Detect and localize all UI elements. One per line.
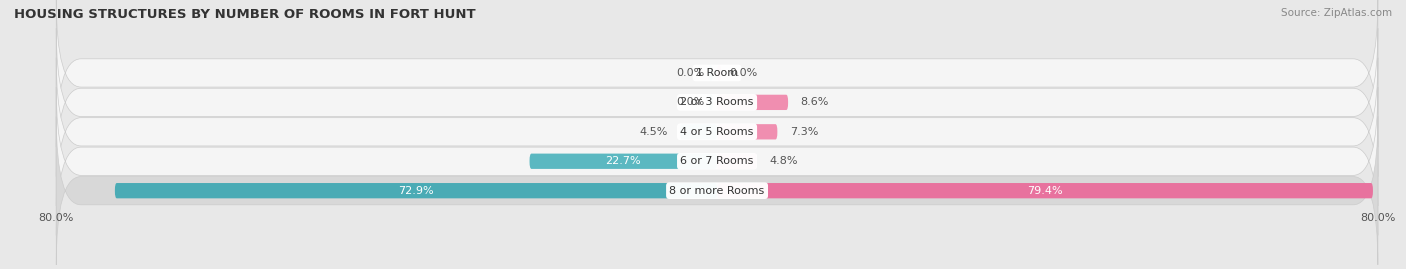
FancyBboxPatch shape: [56, 0, 1378, 147]
FancyBboxPatch shape: [681, 124, 717, 139]
Text: 0.0%: 0.0%: [676, 97, 704, 107]
FancyBboxPatch shape: [717, 95, 789, 110]
Text: 8 or more Rooms: 8 or more Rooms: [669, 186, 765, 196]
Text: 8.6%: 8.6%: [800, 97, 830, 107]
FancyBboxPatch shape: [717, 65, 721, 81]
FancyBboxPatch shape: [709, 65, 713, 81]
FancyBboxPatch shape: [717, 154, 756, 169]
Text: 6 or 7 Rooms: 6 or 7 Rooms: [681, 156, 754, 166]
FancyBboxPatch shape: [56, 28, 1378, 176]
Text: 0.0%: 0.0%: [730, 68, 758, 78]
Text: 79.4%: 79.4%: [1028, 186, 1063, 196]
Text: 4.5%: 4.5%: [640, 127, 668, 137]
FancyBboxPatch shape: [709, 95, 713, 110]
FancyBboxPatch shape: [56, 87, 1378, 235]
FancyBboxPatch shape: [717, 183, 1372, 198]
FancyBboxPatch shape: [56, 58, 1378, 206]
Text: 1 Room: 1 Room: [696, 68, 738, 78]
FancyBboxPatch shape: [56, 116, 1378, 265]
FancyBboxPatch shape: [115, 183, 717, 198]
Text: 4 or 5 Rooms: 4 or 5 Rooms: [681, 127, 754, 137]
Legend: Owner-occupied, Renter-occupied: Owner-occupied, Renter-occupied: [593, 267, 841, 269]
Text: 22.7%: 22.7%: [606, 156, 641, 166]
FancyBboxPatch shape: [530, 154, 717, 169]
Text: Source: ZipAtlas.com: Source: ZipAtlas.com: [1281, 8, 1392, 18]
Text: HOUSING STRUCTURES BY NUMBER OF ROOMS IN FORT HUNT: HOUSING STRUCTURES BY NUMBER OF ROOMS IN…: [14, 8, 475, 21]
Text: 7.3%: 7.3%: [790, 127, 818, 137]
Text: 72.9%: 72.9%: [398, 186, 434, 196]
Text: 4.8%: 4.8%: [769, 156, 797, 166]
Text: 2 or 3 Rooms: 2 or 3 Rooms: [681, 97, 754, 107]
FancyBboxPatch shape: [717, 124, 778, 139]
Text: 0.0%: 0.0%: [676, 68, 704, 78]
